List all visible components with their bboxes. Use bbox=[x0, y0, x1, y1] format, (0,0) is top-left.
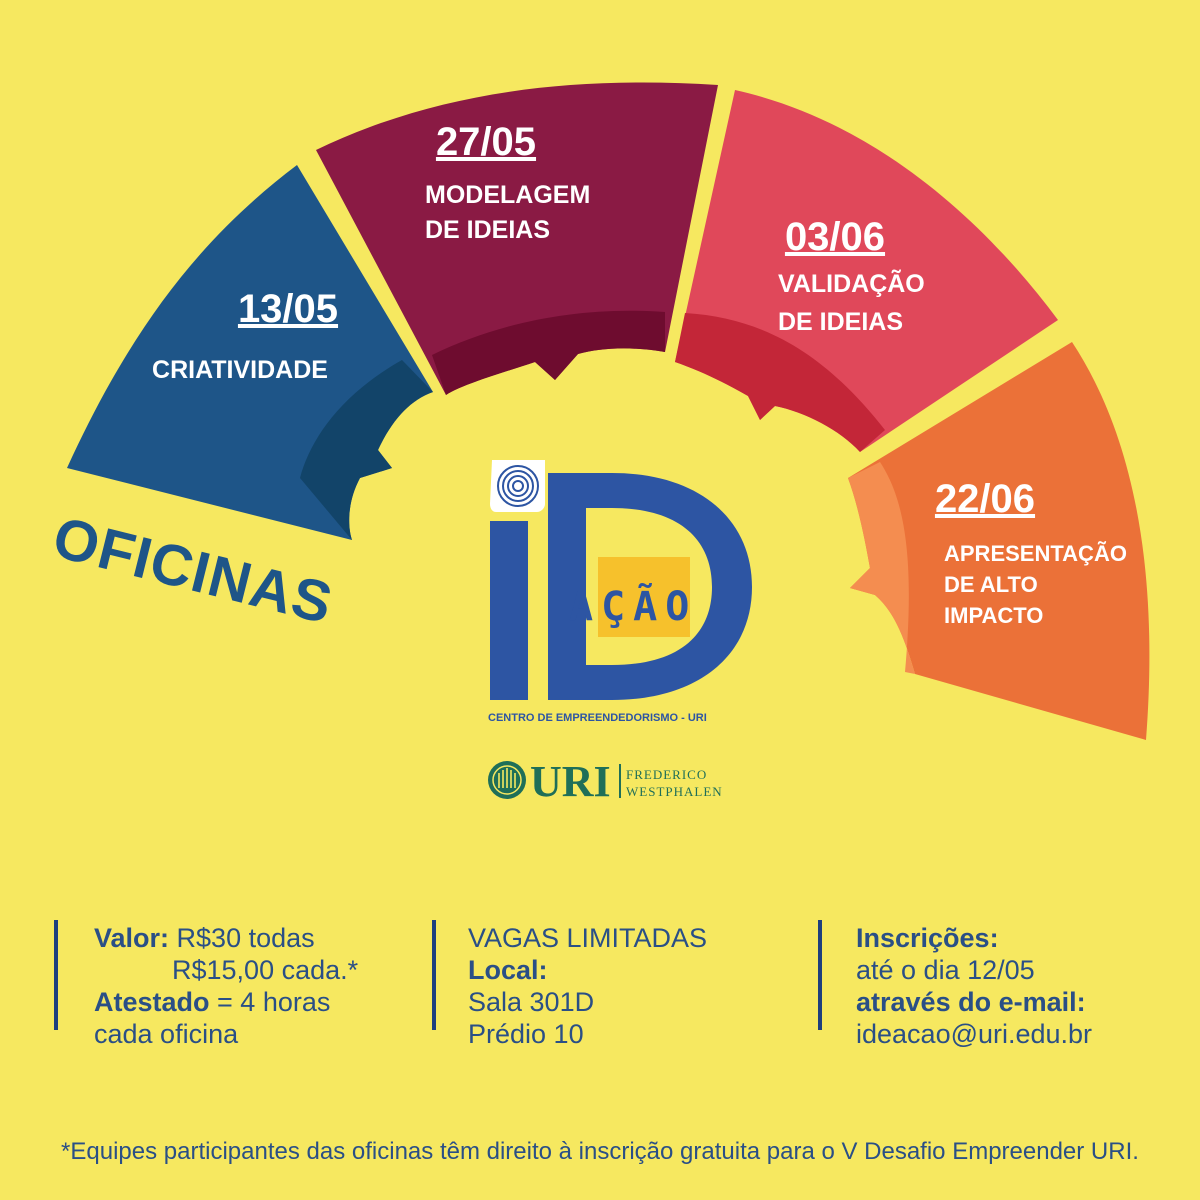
uri-logo: URI FREDERICO WESTPHALEN bbox=[488, 757, 723, 806]
price-label: Valor: bbox=[94, 923, 170, 953]
info-divider-1 bbox=[54, 920, 58, 1030]
price-line-all: Valor: R$30 todas bbox=[94, 922, 358, 954]
logo-d-shape bbox=[548, 473, 752, 700]
footnote: *Equipes participantes das oficinas têm … bbox=[61, 1138, 1139, 1165]
registration-label: Inscrições: bbox=[856, 923, 999, 953]
certificate-unit: cada oficina bbox=[94, 1019, 239, 1049]
price-all: R$30 todas bbox=[176, 923, 315, 953]
price-line-each: R$15,00 cada.* bbox=[94, 954, 358, 986]
segment-2-title-line-1: MODELAGEM bbox=[425, 181, 590, 209]
email-link[interactable]: ideacao@uri.edu.br bbox=[856, 1019, 1093, 1049]
logo-i-stem bbox=[490, 521, 528, 700]
room: Sala 301D bbox=[468, 987, 595, 1017]
segment-4-title-line-3: IMPACTO bbox=[944, 603, 1043, 628]
segment-4-fold bbox=[848, 462, 915, 674]
workshop-segment-2: 27/05 MODELAGEM DE IDEIAS bbox=[316, 82, 718, 395]
segment-1-title: CRIATIVIDADE bbox=[152, 356, 328, 384]
location-label: Local: bbox=[468, 955, 548, 985]
workshop-segment-4: 22/06 APRESENTAÇÃO DE ALTO IMPACTO bbox=[848, 342, 1150, 740]
segment-4-title-line-1: APRESENTAÇÃO bbox=[944, 541, 1127, 566]
segment-4-shape bbox=[848, 342, 1150, 740]
idacao-logo: AÇÃO CENTRO DE EMPREENDEDORISMO - URI bbox=[488, 460, 752, 724]
segment-1-date: 13/05 bbox=[238, 287, 338, 331]
certificate-line: Atestado = 4 horas bbox=[94, 986, 358, 1018]
logo-subtitle: CENTRO DE EMPREENDEDORISMO - URI bbox=[488, 712, 707, 724]
price-each: R$15,00 cada.* bbox=[172, 955, 359, 985]
fingerprint-icon bbox=[497, 465, 539, 507]
uri-campus-line-2: WESTPHALEN bbox=[626, 784, 723, 799]
segment-3-date: 03/06 bbox=[785, 215, 885, 259]
building: Prédio 10 bbox=[468, 1019, 584, 1049]
location-info: VAGAS LIMITADAS Local: Sala 301D Prédio … bbox=[468, 922, 707, 1050]
info-divider-3 bbox=[818, 920, 822, 1030]
registration-deadline: até o dia 12/05 bbox=[856, 955, 1035, 985]
workshop-segment-3: 03/06 VALIDAÇÃO DE IDEIAS bbox=[675, 90, 1058, 452]
email-label: através do e-mail: bbox=[856, 987, 1086, 1017]
segment-2-fold bbox=[432, 310, 665, 395]
info-divider-2 bbox=[432, 920, 436, 1030]
segment-1-fold bbox=[300, 360, 433, 540]
workshop-segment-1: 13/05 CRIATIVIDADE bbox=[67, 165, 433, 540]
segment-4-title-line-2: DE ALTO bbox=[944, 572, 1038, 597]
uri-divider bbox=[619, 764, 621, 798]
vacancies: VAGAS LIMITADAS bbox=[468, 923, 708, 953]
logo-acao-block bbox=[598, 557, 690, 637]
segment-3-title-line-1: VALIDAÇÃO bbox=[778, 268, 925, 298]
uri-campus-line-1: FREDERICO bbox=[626, 767, 707, 782]
segment-2-title-line-2: DE IDEIAS bbox=[425, 216, 550, 244]
certificate-label: Atestado bbox=[94, 987, 210, 1017]
price-info: Valor: R$30 todas R$15,00 cada.* Atestad… bbox=[94, 922, 358, 1050]
segment-3-fold bbox=[675, 313, 885, 452]
registration-info: Inscrições: até o dia 12/05 através do e… bbox=[856, 922, 1092, 1050]
logo-acao-word: AÇÃO bbox=[569, 582, 697, 630]
segment-3-title-line-2: DE IDEIAS bbox=[778, 308, 903, 336]
uri-name: URI bbox=[530, 757, 611, 806]
segment-2-date: 27/05 bbox=[436, 120, 536, 164]
segment-4-date: 22/06 bbox=[935, 477, 1035, 521]
certificate-value: = 4 horas bbox=[217, 987, 331, 1017]
